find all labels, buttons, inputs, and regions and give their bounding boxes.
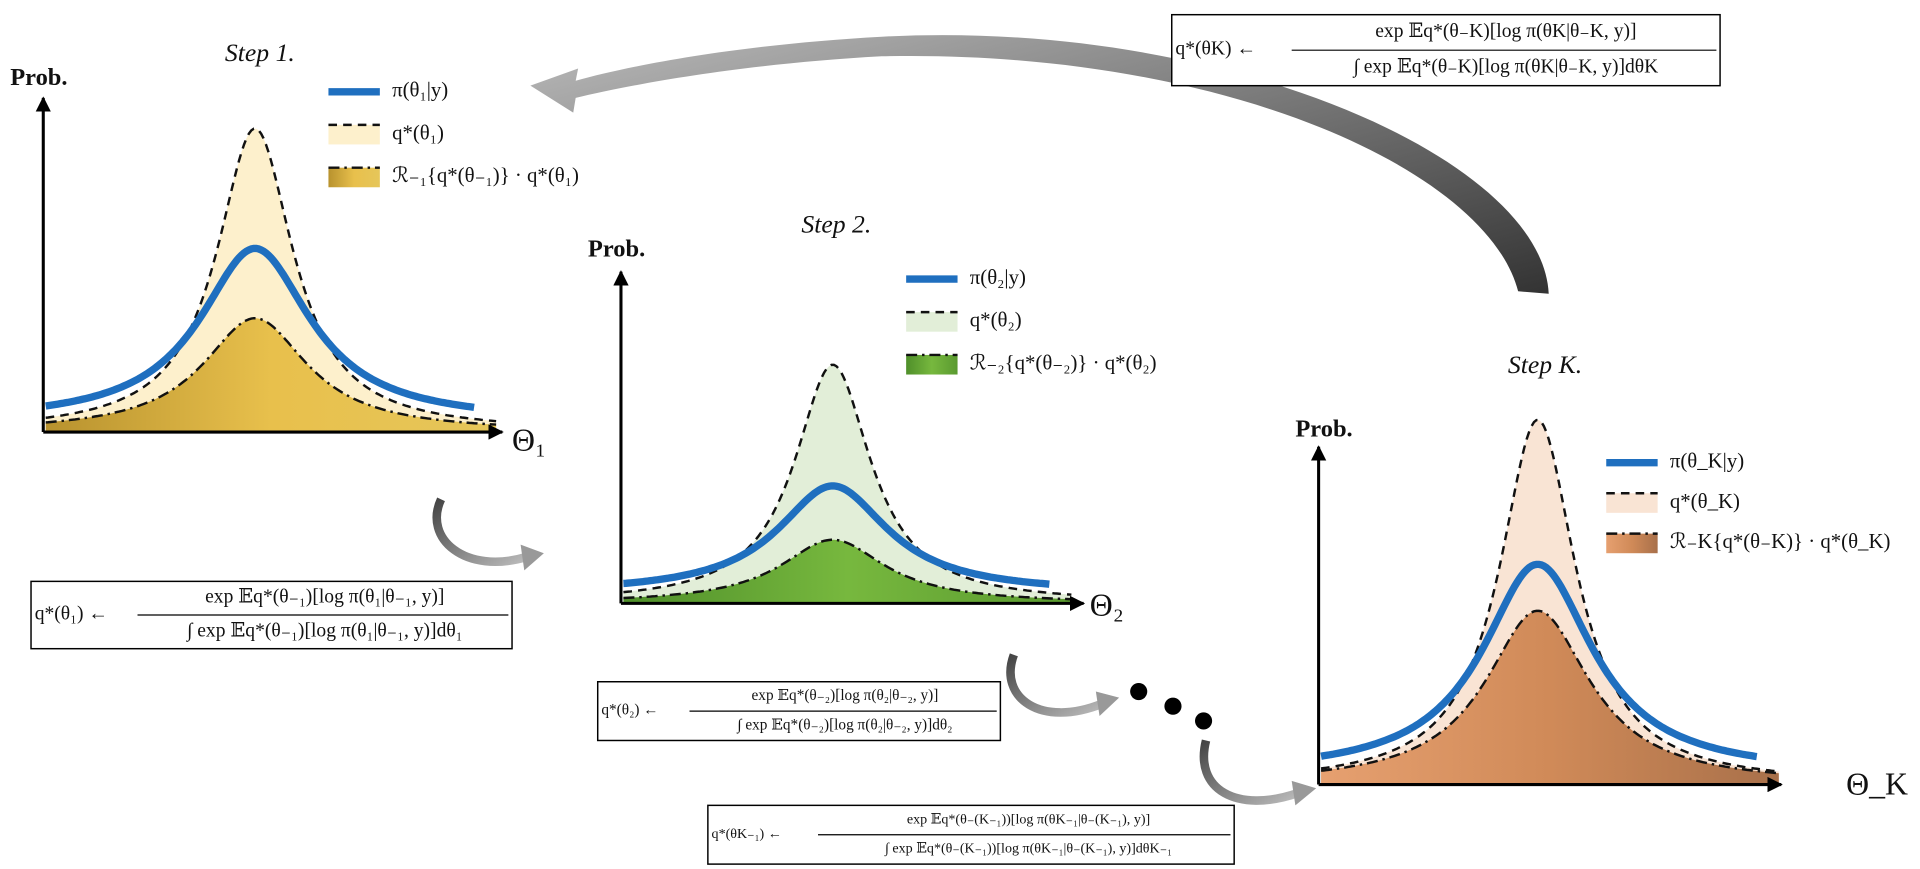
step-arrows <box>432 497 1300 805</box>
legend-label: ℛ₋₂{q*(θ₋₂)} · q*(θ₂) <box>970 352 1157 375</box>
legend-label: π(θ₁|y) <box>392 79 448 102</box>
arrow-heads <box>520 544 1317 806</box>
formula-lhs: q*(θK₋₁) ← <box>712 826 782 842</box>
r-area <box>45 318 497 433</box>
r-curve <box>623 538 1072 601</box>
step-panel: Step 1. Prob. Θ₁ π(θ₁|y) q*(θ₁) ℛ₋₁{q*(θ₋₁)} … <box>10 38 579 457</box>
formula-numerator: exp 𝔼q*(θ₋₁)[log π(θ₁|θ₋₁, y)] <box>205 587 444 608</box>
legend-swatch <box>906 354 958 375</box>
r-area <box>623 539 1072 604</box>
legend-label: π(θ₂|y) <box>970 266 1026 289</box>
y-axis-label: Prob. <box>1295 415 1352 442</box>
legend-swatch <box>328 124 380 145</box>
q-area <box>1321 420 1779 785</box>
legend-label: q*(θ₂) <box>970 309 1022 332</box>
return-arrow <box>530 35 1549 294</box>
r-curve <box>1320 609 1779 775</box>
step-title: Step 1. <box>225 38 295 67</box>
x-axis-label: Θ₂ <box>1090 588 1124 623</box>
formula-numerator: exp 𝔼q*(θ₋(K₋₁))[log π(θK₋₁|θ₋(K₋₁), y)] <box>907 811 1150 827</box>
update-formula: q*(θK) ← exp 𝔼q*(θ₋K)[log π(θK|θ₋K, y)] ∫ … <box>1171 13 1721 87</box>
step-title: Step 2. <box>801 209 871 238</box>
legend-label: ℛ₋₁{q*(θ₋₁)} · q*(θ₁) <box>392 164 579 187</box>
posterior-curve <box>1320 560 1758 761</box>
q-area <box>45 128 497 433</box>
r-curve <box>45 317 497 426</box>
x-axis-label: Θ₁ <box>512 422 546 457</box>
update-formula: q*(θ₁) ← exp 𝔼q*(θ₋₁)[log π(θ₁|θ₋₁, y)] ∫ … <box>30 580 513 650</box>
legend-label: ℛ₋K{q*(θ₋K)} · q*(θ_K) <box>1670 530 1891 553</box>
formula-denominator: ∫ exp 𝔼q*(θ₋(K₋₁))[log π(θK₋₁|θ₋(K₋₁), y… <box>884 841 1172 857</box>
update-formula: q*(θK₋₁) ← exp 𝔼q*(θ₋(K₋₁))[log π(θK₋₁|θ₋… <box>707 804 1235 865</box>
q-curve <box>45 127 497 423</box>
r-area <box>1321 610 1779 785</box>
step-panel: Step 2. Prob. Θ₂ π(θ₂|y) q*(θ₂) ℛ₋₂{q*(θ₋₂)} … <box>588 209 1157 622</box>
step-title: Step K. <box>1508 350 1582 379</box>
legend-label: q*(θ₁) <box>392 121 444 144</box>
formula-denominator: ∫ exp 𝔼q*(θ₋₂)[log π(θ₂|θ₋₂, y)]dθ₂ <box>736 716 952 733</box>
legend-label: π(θ_K|y) <box>1670 449 1744 472</box>
update-formula: q*(θ₂) ← exp 𝔼q*(θ₋₂)[log π(θ₂|θ₋₂, y)] ∫ … <box>596 681 1002 742</box>
posterior-curve <box>623 482 1050 588</box>
y-axis-label: Prob. <box>588 236 645 263</box>
formula-numerator: exp 𝔼q*(θ₋K)[log π(θK|θ₋K, y)] <box>1375 21 1636 42</box>
q-curve <box>1320 418 1779 773</box>
y-axis-label: Prob. <box>10 64 67 91</box>
legend-swatch <box>1606 533 1658 554</box>
formula-lhs: q*(θ₂) ← <box>601 702 658 719</box>
legend-swatch <box>906 312 958 332</box>
formula-numerator: exp 𝔼q*(θ₋₂)[log π(θ₂|θ₋₂, y)] <box>752 687 939 704</box>
legend-label: q*(θ_K) <box>1670 490 1740 513</box>
q-area <box>623 364 1072 604</box>
formula-lhs: q*(θ₁) ← <box>35 604 108 625</box>
x-axis-label: Θ_K <box>1846 766 1908 801</box>
formula-denominator: ∫ exp 𝔼q*(θ₋₁)[log π(θ₁|θ₋₁, y)]dθ₁ <box>186 620 463 642</box>
formula-lhs: q*(θK) ← <box>1175 39 1256 60</box>
ellipsis <box>1130 682 1213 730</box>
legend-swatch <box>1606 493 1658 513</box>
q-curve <box>623 363 1072 596</box>
formula-denominator: ∫ exp 𝔼q*(θ₋K)[log π(θK|θ₋K, y)]dθK <box>1352 56 1658 78</box>
step-panel: Step K. Prob. Θ_K π(θ_K|y) q*(θ_K) ℛ₋K{q*(θ₋K… <box>1295 350 1908 801</box>
legend-swatch <box>328 167 380 188</box>
posterior-curve <box>45 244 475 411</box>
